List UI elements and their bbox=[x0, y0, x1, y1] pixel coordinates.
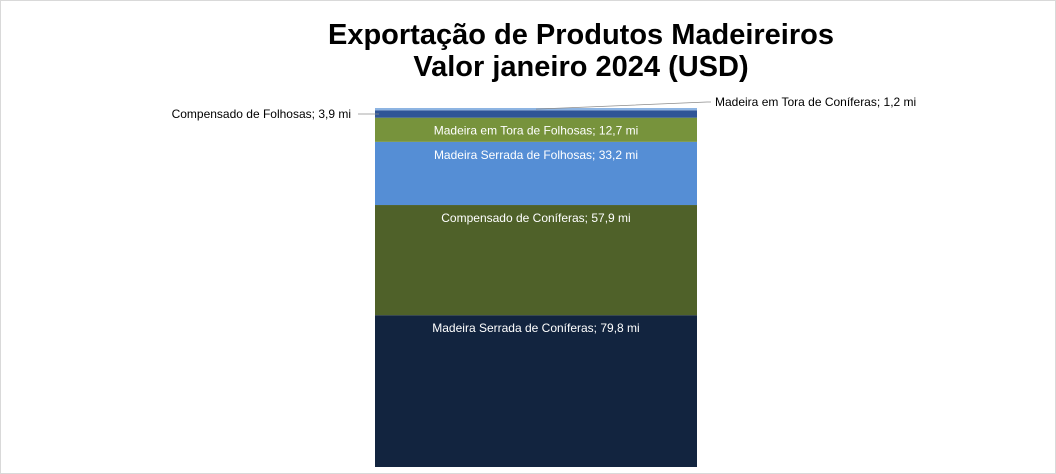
chart-title-line-2: Valor janeiro 2024 (USD) bbox=[413, 51, 749, 83]
bar-segment-3 bbox=[375, 117, 697, 142]
data-label-1: Compensado de Coníferas; 57,9 mi bbox=[441, 211, 630, 225]
chart-title-line-1: Exportação de Produtos Madeireiros bbox=[327, 19, 834, 51]
data-label-2: Madeira Serrada de Folhosas; 33,2 mi bbox=[434, 148, 638, 162]
bar-segment-1 bbox=[375, 205, 697, 316]
chart-title: Exportação de Produtos Madeireiros Valor… bbox=[1, 19, 1055, 83]
data-label-4: Compensado de Folhosas; 3,9 mi bbox=[172, 107, 351, 121]
data-label-0: Madeira Serrada de Coníferas; 79,8 mi bbox=[432, 321, 639, 335]
bar-segment-4 bbox=[375, 110, 697, 118]
leader-line-5 bbox=[535, 101, 711, 110]
bar-segment-2 bbox=[375, 141, 697, 206]
data-label-5: Madeira em Tora de Coníferas; 1,2 mi bbox=[715, 95, 916, 109]
data-label-3: Madeira em Tora de Folhosas; 12,7 mi bbox=[434, 124, 639, 138]
bar-segment-0 bbox=[375, 315, 697, 467]
